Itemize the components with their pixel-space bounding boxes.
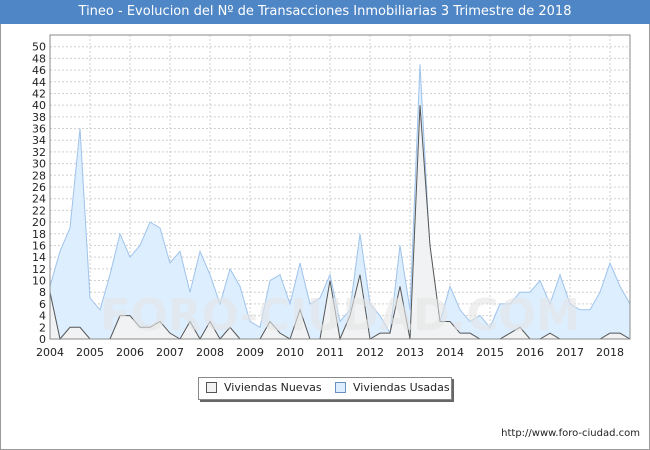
- x-tick-label: 2010: [276, 346, 304, 359]
- x-tick-label: 2015: [476, 346, 504, 359]
- legend-item-nuevas: Viviendas Nuevas: [206, 381, 322, 394]
- x-tick-label: 2007: [156, 346, 184, 359]
- watermark: FORO-CIUDAD.COM: [100, 290, 580, 341]
- x-tick-label: 2017: [556, 346, 584, 359]
- legend-label-usadas: Viviendas Usadas: [353, 381, 450, 394]
- x-tick-label: 2011: [316, 346, 344, 359]
- y-tick-label: 6: [39, 298, 46, 311]
- y-tick-label: 24: [32, 193, 46, 206]
- x-tick-label: 2006: [116, 346, 144, 359]
- y-tick-label: 36: [32, 123, 46, 136]
- x-tick-label: 2014: [436, 346, 464, 359]
- y-tick-label: 42: [32, 87, 46, 100]
- legend-swatch-nuevas: [206, 382, 217, 393]
- y-tick-label: 20: [32, 216, 46, 229]
- series-viviendas-usadas-line: [49, 64, 631, 335]
- y-tick-label: 2: [39, 321, 46, 334]
- y-tick-label: 28: [32, 169, 46, 182]
- chart-title: Tineo - Evolucion del Nº de Transaccione…: [0, 0, 650, 24]
- y-tick-label: 8: [39, 286, 46, 299]
- y-tick-label: 0: [39, 333, 46, 346]
- x-tick-label: 2012: [356, 346, 384, 359]
- x-tick-label: 2005: [76, 346, 104, 359]
- y-tick-label: 18: [32, 228, 46, 241]
- x-tick-label: 2008: [196, 346, 224, 359]
- y-tick-label: 48: [32, 52, 46, 65]
- x-tick-label: 2004: [36, 346, 64, 359]
- y-tick-label: 46: [32, 64, 46, 77]
- y-tick-label: 50: [32, 41, 46, 54]
- legend-swatch-usadas: [335, 382, 346, 393]
- y-tick-label: 26: [32, 181, 46, 194]
- x-axis: 2004 2005 2006 2007 2008 2009 2010 2011 2012 2013…: [36, 346, 624, 359]
- y-axis: 0246810121416182022242628303234363840424…: [32, 41, 46, 346]
- y-tick-label: 14: [32, 251, 46, 264]
- y-tick-label: 30: [32, 158, 46, 171]
- legend-label-nuevas: Viviendas Nuevas: [224, 381, 322, 394]
- y-tick-label: 38: [32, 111, 46, 124]
- source-footer: http://www.foro-ciudad.com: [501, 428, 640, 439]
- x-tick-label: 2009: [236, 346, 264, 359]
- y-tick-label: 34: [32, 134, 46, 147]
- legend-item-usadas: Viviendas Usadas: [335, 381, 450, 394]
- y-tick-label: 40: [32, 99, 46, 112]
- y-tick-label: 32: [32, 146, 46, 159]
- y-tick-label: 22: [32, 204, 46, 217]
- y-tick-label: 44: [32, 76, 46, 89]
- y-tick-label: 10: [32, 275, 46, 288]
- y-tick-label: 16: [32, 239, 46, 252]
- x-tick-label: 2013: [396, 346, 424, 359]
- y-tick-label: 4: [39, 310, 46, 323]
- x-tick-label: 2016: [516, 346, 544, 359]
- legend: Viviendas Nuevas Viviendas Usadas: [198, 377, 452, 400]
- x-tick-label: 2018: [596, 346, 624, 359]
- y-tick-label: 12: [32, 263, 46, 276]
- plot-border: [49, 34, 631, 340]
- series-viviendas-usadas-area: [50, 64, 630, 339]
